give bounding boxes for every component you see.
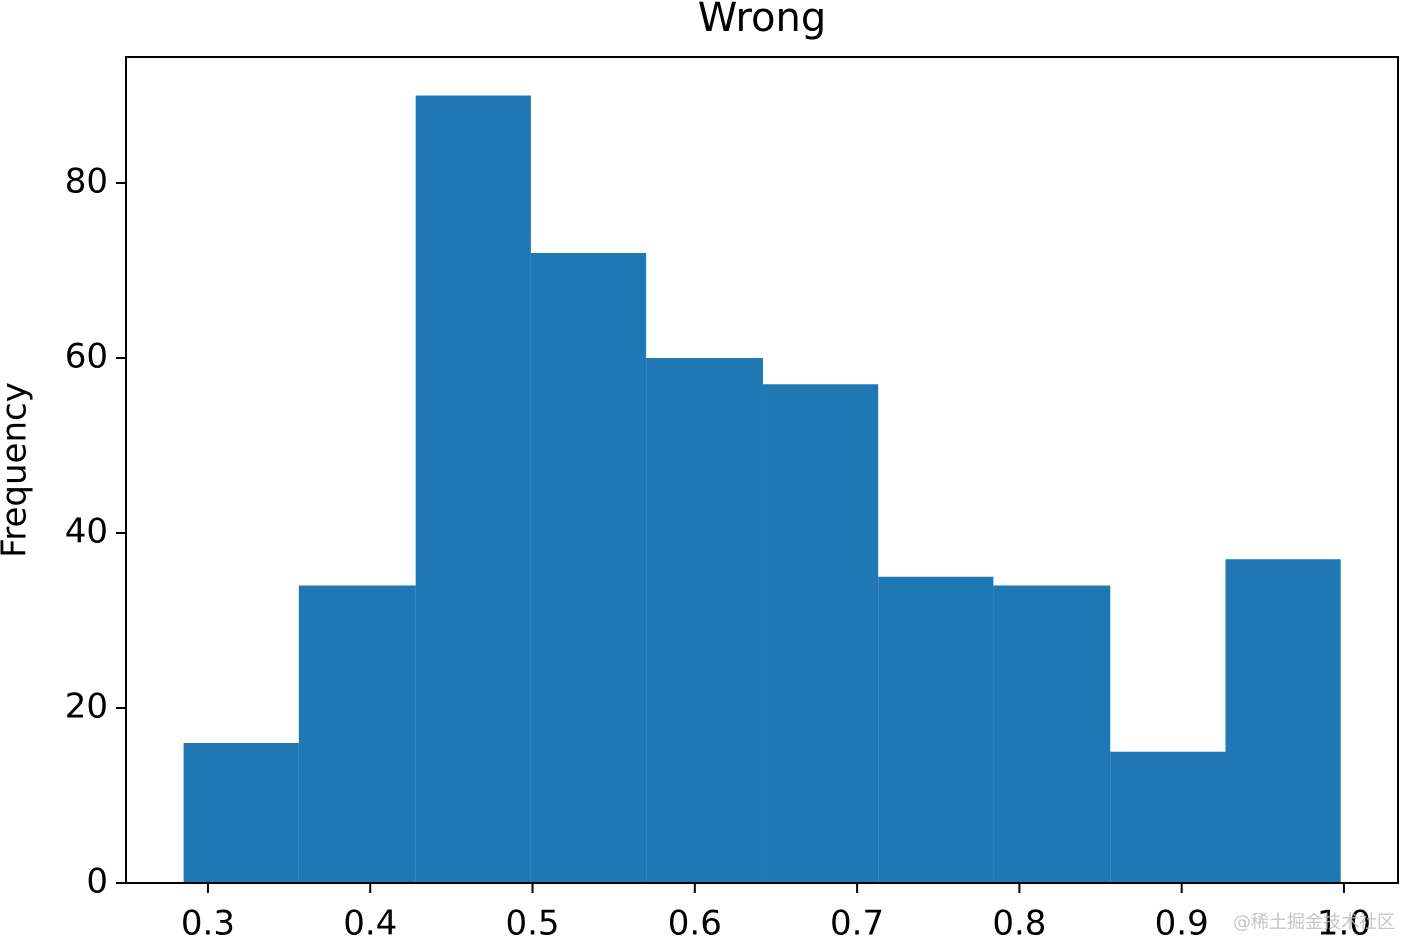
y-tick-label: 0 (86, 862, 108, 902)
bar (878, 576, 994, 883)
x-tick-label: 0.3 (181, 904, 235, 940)
y-tick-label: 20 (65, 687, 108, 727)
bar (530, 253, 647, 883)
chart-title: Wrong (698, 0, 827, 41)
bar (415, 95, 531, 883)
axes-frame (125, 56, 1399, 884)
x-tick-label: 0.4 (343, 904, 397, 940)
bar (762, 384, 879, 883)
y-tick-label: 80 (65, 162, 108, 202)
x-tick-label: 0.9 (1155, 904, 1209, 940)
x-tick-label: 1.0 (1317, 904, 1371, 940)
x-tick-label: 0.6 (668, 904, 722, 940)
y-axis-label: Frequency (0, 382, 35, 558)
x-tick-label: 0.5 (505, 904, 559, 940)
bar (1225, 559, 1341, 883)
x-tick-label: 0.7 (830, 904, 884, 940)
y-tick-label: 60 (65, 337, 108, 377)
bar (183, 743, 299, 883)
x-tick-label: 0.8 (992, 904, 1046, 940)
bar (646, 358, 763, 883)
bar (993, 585, 1111, 883)
bar (298, 585, 416, 883)
watermark: @稀土掘金技术社区 (1233, 912, 1395, 933)
y-tick-label: 40 (65, 512, 108, 552)
bar (1110, 751, 1226, 883)
